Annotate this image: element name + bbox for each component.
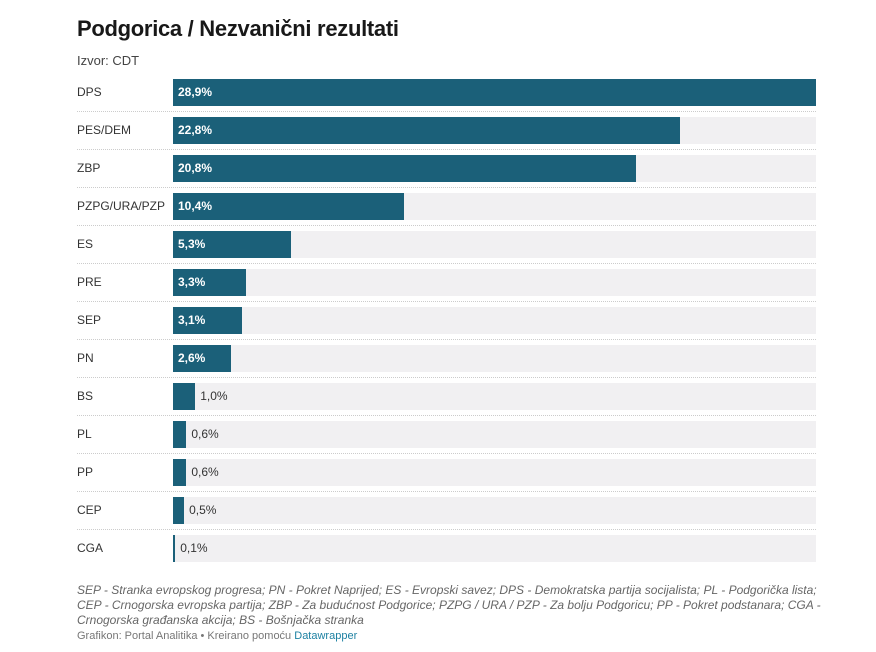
bar-row: BS 1,0%: [77, 377, 816, 421]
bar: [173, 307, 242, 334]
row-divider: [77, 453, 816, 454]
bar-row: DPS 28,9%: [77, 79, 816, 117]
category-label: PP: [77, 465, 94, 479]
category-label: ES: [77, 237, 94, 251]
value-label: 0,6%: [191, 465, 219, 479]
value-label: 20,8%: [178, 161, 213, 175]
chart-credit: Grafikon: Portal Analitika • Kreirano po…: [77, 630, 357, 642]
bar-row: PES/DEM 22,8%: [77, 111, 816, 155]
credit-text: Grafikon: Portal Analitika • Kreirano po…: [77, 630, 292, 642]
value-label: 5,3%: [178, 237, 206, 251]
bar: [173, 535, 176, 562]
bar: [173, 155, 636, 182]
row-divider: [77, 339, 816, 340]
bar-track: 5,3%: [173, 231, 816, 258]
row-divider: [77, 301, 816, 302]
bar-row: PRE 3,3%: [77, 263, 816, 307]
bar-track: 10,4%: [173, 193, 816, 220]
bar-track: 22,8%: [173, 117, 816, 144]
bar: [173, 421, 187, 448]
category-label: ZBP: [77, 161, 101, 175]
bar-track: 28,9%: [173, 79, 816, 106]
category-label: PN: [77, 351, 94, 365]
bar-row: PL 0,6%: [77, 415, 816, 459]
row-divider: [77, 377, 816, 378]
row-divider: [77, 149, 816, 150]
bar-row: ES 5,3%: [77, 225, 816, 269]
bar-row: PN 2,6%: [77, 339, 816, 383]
bar: [173, 117, 681, 144]
chart-source: Izvor: CDT: [77, 53, 140, 68]
bar-track: 0,6%: [173, 421, 816, 448]
bar-track: 2,6%: [173, 345, 816, 372]
bar-track: 1,0%: [173, 383, 816, 410]
row-divider: [77, 415, 816, 416]
row-divider: [77, 491, 816, 492]
value-label: 10,4%: [178, 199, 213, 213]
value-label: 2,6%: [178, 351, 206, 365]
category-label: CGA: [77, 541, 104, 555]
value-label: 3,3%: [178, 275, 206, 289]
bar-row: ZBP 20,8%: [77, 149, 816, 193]
bar: [173, 79, 816, 106]
bar-track: 0,1%: [173, 535, 816, 562]
category-label: DPS: [77, 85, 102, 99]
bar-row: PP 0,6%: [77, 453, 816, 497]
chart-title: Podgorica / Nezvanični rezultati: [77, 16, 399, 41]
value-label: 0,6%: [191, 427, 219, 441]
bar-row: SEP 3,1%: [77, 301, 816, 345]
value-label: 28,9%: [178, 85, 213, 99]
bar: [173, 269, 247, 296]
bar: [173, 459, 187, 486]
row-divider: [77, 263, 816, 264]
bar: [173, 345, 231, 372]
chart-notes: SEP - Stranka evropskog progresa; PN - P…: [77, 583, 821, 627]
bar-track: 0,5%: [173, 497, 816, 524]
datawrapper-link[interactable]: Datawrapper: [294, 630, 358, 642]
bar-track: 3,3%: [173, 269, 816, 296]
value-label: 1,0%: [200, 389, 228, 403]
bar: [173, 383, 196, 410]
row-divider: [77, 225, 816, 226]
category-label: PES/DEM: [77, 123, 132, 137]
category-label: PRE: [77, 275, 102, 289]
value-label: 3,1%: [178, 313, 206, 327]
bar-track: 3,1%: [173, 307, 816, 334]
row-divider: [77, 529, 816, 530]
category-label: BS: [77, 389, 94, 403]
category-label: PZPG/URA/PZP: [77, 199, 166, 213]
value-label: 22,8%: [178, 123, 213, 137]
bar-row: PZPG/URA/PZP 10,4%: [77, 187, 816, 231]
bar-row: CEP 0,5%: [77, 491, 816, 535]
bar: [173, 193, 405, 220]
bar-track: 0,6%: [173, 459, 816, 486]
value-label: 0,5%: [189, 503, 217, 517]
category-label: CEP: [77, 503, 102, 517]
category-label: PL: [77, 427, 92, 441]
bar: [173, 497, 185, 524]
row-divider: [77, 111, 816, 112]
bar: [173, 231, 291, 258]
row-divider: [77, 187, 816, 188]
category-label: SEP: [77, 313, 102, 327]
value-label: 0,1%: [180, 541, 208, 555]
bar-row: CGA 0,1%: [77, 529, 816, 573]
bar-track: 20,8%: [173, 155, 816, 182]
bar-chart: DPS 28,9% PES/DEM 22,8% ZBP 20,8% PZPG/U…: [77, 79, 816, 573]
